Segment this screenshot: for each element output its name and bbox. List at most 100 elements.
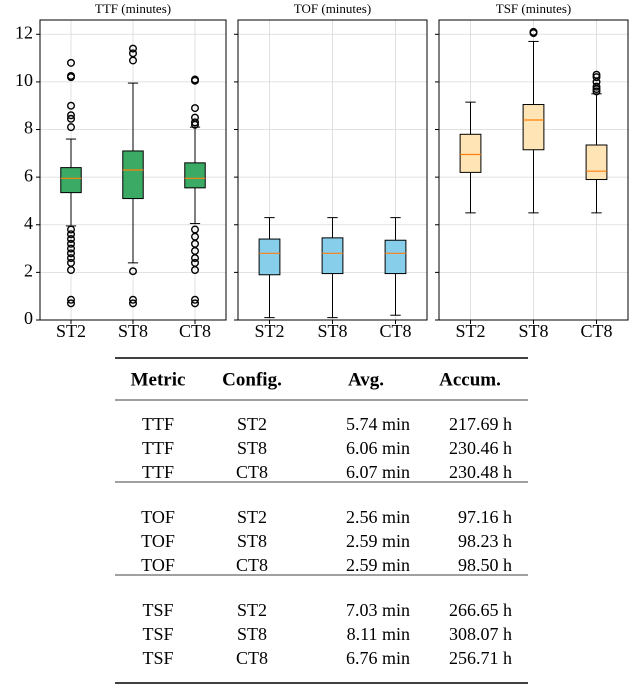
outlier bbox=[190, 299, 199, 308]
x-tick-label: ST8 bbox=[518, 321, 548, 341]
table-cell: TOF bbox=[141, 531, 175, 551]
table-cell: 6.06 min bbox=[346, 438, 410, 458]
table-cell: 2.56 min bbox=[346, 507, 410, 527]
table-cell: 6.76 min bbox=[346, 648, 410, 668]
table-cell: ST8 bbox=[237, 438, 267, 458]
plot-frame bbox=[438, 19, 629, 321]
table-cell: 217.69 h bbox=[449, 414, 512, 434]
outlier bbox=[128, 299, 137, 308]
outlier bbox=[66, 254, 75, 263]
table-cell: 256.71 h bbox=[449, 648, 512, 668]
table-cell: 98.50 h bbox=[458, 555, 512, 575]
box bbox=[522, 104, 545, 151]
outlier bbox=[66, 249, 75, 258]
table-cell: CT8 bbox=[236, 555, 268, 575]
x-tick-label: ST8 bbox=[317, 321, 347, 341]
box bbox=[459, 133, 482, 173]
plot-frame bbox=[39, 19, 227, 321]
panel-title: TTF (minutes) bbox=[95, 1, 171, 16]
outlier bbox=[66, 58, 75, 67]
y-tick-label: 4 bbox=[24, 213, 33, 233]
table-cell: TOF bbox=[141, 555, 175, 575]
outlier bbox=[66, 123, 75, 132]
box bbox=[258, 238, 281, 276]
outlier bbox=[66, 244, 75, 253]
y-tick-label: 6 bbox=[24, 165, 33, 185]
table-cell: ST2 bbox=[237, 414, 267, 434]
box bbox=[585, 144, 608, 181]
table-cell: 308.07 h bbox=[449, 624, 512, 644]
table-cell: CT8 bbox=[236, 462, 268, 482]
table-cell: TOF bbox=[141, 507, 175, 527]
outlier bbox=[592, 82, 601, 91]
y-tick-label: 10 bbox=[15, 70, 33, 90]
table-cell: TSF bbox=[142, 600, 173, 620]
outlier bbox=[66, 299, 75, 308]
box bbox=[122, 150, 144, 200]
y-tick-label: 0 bbox=[24, 308, 33, 328]
table-cell: 97.16 h bbox=[458, 507, 512, 527]
table-cell: 2.59 min bbox=[346, 531, 410, 551]
outlier bbox=[190, 120, 199, 129]
outlier bbox=[190, 254, 199, 263]
outlier bbox=[592, 73, 601, 82]
y-tick-label: 2 bbox=[24, 261, 33, 281]
table-cell: CT8 bbox=[236, 648, 268, 668]
panel-title: TOF (minutes) bbox=[294, 1, 371, 16]
box bbox=[321, 237, 344, 275]
x-tick-label: ST8 bbox=[118, 321, 148, 341]
table-header: Metric bbox=[131, 369, 186, 390]
table-cell: ST8 bbox=[237, 531, 267, 551]
outlier bbox=[66, 101, 75, 110]
plot-frame bbox=[237, 19, 428, 321]
table-cell: 6.07 min bbox=[346, 462, 410, 482]
outlier bbox=[66, 114, 75, 123]
table-cell: TSF bbox=[142, 648, 173, 668]
table-cell: TTF bbox=[142, 462, 174, 482]
outlier bbox=[128, 44, 137, 53]
table-cell: ST2 bbox=[237, 507, 267, 527]
table-cell: 2.59 min bbox=[346, 555, 410, 575]
table-cell: TTF bbox=[142, 414, 174, 434]
table-cell: 266.65 h bbox=[449, 600, 512, 620]
outlier bbox=[66, 235, 75, 244]
outlier bbox=[128, 295, 137, 304]
outlier bbox=[128, 56, 137, 65]
outlier bbox=[128, 267, 137, 276]
outlier bbox=[190, 76, 199, 85]
x-tick-label: CT8 bbox=[580, 321, 612, 341]
x-tick-label: CT8 bbox=[179, 321, 211, 341]
table-cell: 7.03 min bbox=[346, 600, 410, 620]
panel-title: TSF (minutes) bbox=[496, 1, 571, 16]
outlier bbox=[190, 295, 199, 304]
outlier bbox=[529, 27, 538, 36]
outlier bbox=[190, 104, 199, 113]
table-header: Config. bbox=[222, 369, 282, 390]
x-tick-label: ST2 bbox=[56, 321, 86, 341]
outlier bbox=[66, 239, 75, 248]
table-cell: TSF bbox=[142, 624, 173, 644]
table-cell: 8.11 min bbox=[347, 624, 410, 644]
table-cell: TTF bbox=[142, 438, 174, 458]
outlier bbox=[66, 230, 75, 239]
table-header: Avg. bbox=[348, 369, 384, 390]
table-cell: ST8 bbox=[237, 624, 267, 644]
y-tick-label: 12 bbox=[15, 22, 33, 42]
outlier bbox=[66, 111, 75, 120]
outlier bbox=[592, 87, 601, 96]
table-cell: 98.23 h bbox=[458, 531, 512, 551]
y-tick-label: 8 bbox=[24, 118, 33, 138]
table-cell: ST2 bbox=[237, 600, 267, 620]
outlier bbox=[190, 118, 199, 127]
box bbox=[60, 167, 82, 194]
outlier bbox=[66, 266, 75, 275]
table-cell: 230.46 h bbox=[449, 438, 512, 458]
box bbox=[384, 239, 407, 275]
outlier bbox=[592, 70, 601, 79]
outlier bbox=[66, 73, 75, 82]
table-header: Accum. bbox=[439, 369, 501, 390]
x-tick-label: ST2 bbox=[254, 321, 284, 341]
table-cell: 5.74 min bbox=[346, 414, 410, 434]
box bbox=[184, 162, 206, 189]
